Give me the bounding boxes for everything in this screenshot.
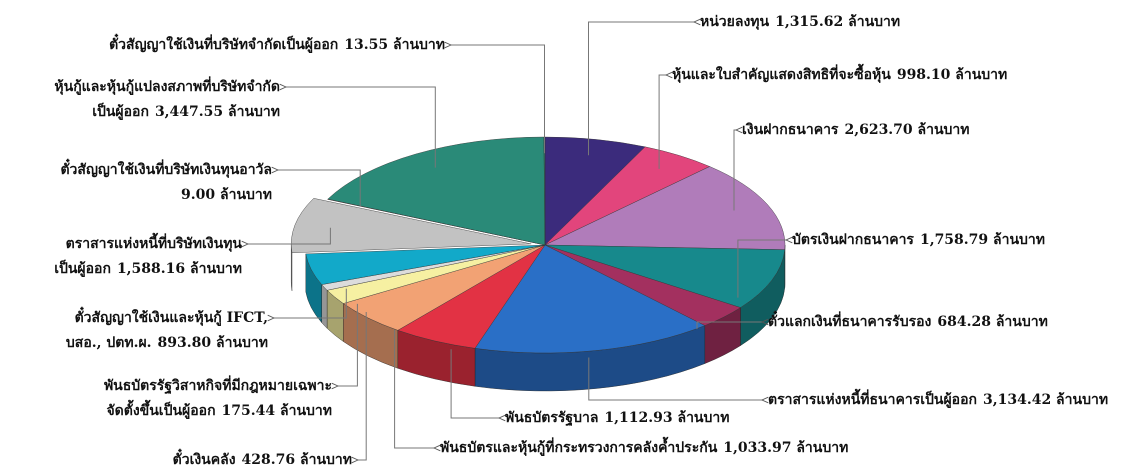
leader-line — [286, 87, 436, 168]
leader-line — [248, 227, 331, 244]
slice-label: พันธบัตรรัฐวิสาหกิจที่มีกฎหมายเฉพาะจัดตั… — [104, 375, 332, 419]
label-line: เป็นผู้ออก — [92, 102, 149, 120]
label-line: ตราสารแห่งหนี้ที่บริษัทเงินทุน — [66, 232, 243, 252]
leader-line — [358, 312, 367, 460]
slice-label: ตั๋วแลกเงินที่ธนาคารรับรอง — [768, 310, 932, 330]
slice — [544, 244, 786, 308]
value-label: 2,623.70 ล้านบาท — [844, 122, 969, 138]
label-line: หน่วยลงทุน — [700, 14, 770, 30]
label-line: เงินฝากธนาคาร — [742, 122, 839, 138]
slice-label: ตราสารแห่งหนี้ที่บริษัทเงินทุนเป็นผู้ออก — [54, 232, 242, 277]
leader-line — [737, 240, 786, 298]
slice-label: เงินฝากธนาคาร — [742, 122, 839, 138]
pie-tops — [291, 136, 786, 354]
leader-line — [658, 75, 666, 169]
slice-label: ตั๋วสัญญาใช้เงินที่บริษัทเงินทุนอาวัล — [60, 158, 272, 178]
slice-label: หน่วยลงทุน — [700, 14, 770, 30]
label-line: ตราสารแห่งหนี้ที่ธนาคารเป็นผู้ออก — [768, 388, 977, 408]
label-line: หุ้นและใบสำคัญแสดงสิทธิที่จะซื้อหุ้น — [672, 63, 891, 83]
leader-line — [338, 303, 358, 386]
label-line: พันธบัตรและหุ้นกู้ที่กระทรวงการคลังค้ำปร… — [440, 436, 718, 456]
leader-line — [278, 170, 361, 207]
slice-label: พันธบัตรรัฐบาล — [505, 410, 598, 427]
value-label: 1,758.79 ล้านบาท — [920, 232, 1045, 248]
leader-line — [588, 22, 695, 156]
leader-line — [588, 357, 762, 401]
slice-label: หุ้นกู้และหุ้นกู้แปลงสภาพที่บริษัทจำกัดเ… — [54, 76, 280, 120]
labels: หน่วยลงทุน 1,315.62 ล้านบาทหุ้นและใบสำคัญ… — [54, 14, 1108, 468]
value-label: 893.80 ล้านบาท — [158, 335, 268, 351]
label-line: ตั๋วสัญญาใช้เงินที่บริษัทจำกัดเป็นผู้ออก — [109, 33, 338, 53]
leader-line — [696, 322, 762, 329]
value-label: 13.55 ล้านบาท — [344, 37, 445, 53]
value-label: 684.28 ล้านบาท — [937, 314, 1047, 330]
label-line: พันธบัตรรัฐบาล — [505, 410, 598, 427]
label-line: บสอ., ปตท.ผ. — [66, 335, 152, 351]
value-label: 1,033.97 ล้านบาท — [723, 440, 848, 456]
label-line: พันธบัตรรัฐวิสาหกิจที่มีกฎหมายเฉพาะ — [104, 375, 332, 395]
value-label: 1,588.16 ล้านบาท — [117, 261, 242, 277]
slice — [305, 244, 546, 285]
leader-line — [733, 130, 736, 211]
slice-label: บัตรเงินฝากธนาคาร — [792, 232, 914, 248]
slice — [327, 136, 546, 246]
slice-label: ตั๋วสัญญาใช้เงินที่บริษัทจำกัดเป็นผู้ออก — [109, 33, 338, 53]
leader-line — [394, 329, 434, 448]
slice — [291, 198, 532, 254]
slice-label: ตราสารแห่งหนี้ที่ธนาคารเป็นผู้ออก — [768, 388, 977, 408]
slice — [474, 244, 706, 354]
slice-label: ตั๋วเงินคลัง — [173, 448, 236, 468]
label-line: ตั๋วสัญญาใช้เงินที่บริษัทเงินทุนอาวัล — [60, 158, 272, 178]
value-label: 175.44 ล้านบาท — [222, 403, 332, 419]
leader-line — [274, 288, 347, 318]
value-label: 9.00 ล้านบาท — [181, 187, 272, 203]
value-label: 1,315.62 ล้านบาท — [775, 14, 900, 30]
label-line: ตั๋วแลกเงินที่ธนาคารรับรอง — [768, 310, 932, 330]
label-line: หุ้นกู้และหุ้นกู้แปลงสภาพที่บริษัทจำกัด — [54, 76, 280, 95]
label-line: ตั๋วเงินคลัง — [173, 448, 236, 468]
slice-label: หุ้นและใบสำคัญแสดงสิทธิที่จะซื้อหุ้น — [672, 63, 891, 83]
value-label: 3,447.55 ล้านบาท — [155, 104, 280, 120]
label-line: จัดตั้งขึ้นเป็นผู้ออก — [106, 399, 215, 419]
label-line: เป็นผู้ออก — [54, 259, 111, 277]
leader-line — [450, 349, 499, 418]
slice — [544, 166, 786, 250]
leader-line — [451, 45, 545, 154]
pie-sides — [290, 243, 786, 392]
value-label: 998.10 ล้านบาท — [897, 67, 1007, 83]
label-line: ตั๋วสัญญาใช้เงินและหุ้นกู้ IFCT, — [75, 306, 268, 326]
value-label: 3,134.42 ล้านบาท — [983, 392, 1108, 408]
value-label: 428.76 ล้านบาท — [242, 452, 352, 468]
value-label: 1,112.93 ล้านบาท — [604, 410, 729, 426]
label-line: บัตรเงินฝากธนาคาร — [792, 232, 914, 248]
slice-label: ตั๋วสัญญาใช้เงินและหุ้นกู้ IFCT, บสอ., ปต… — [66, 306, 268, 351]
slice-label: พันธบัตรและหุ้นกู้ที่กระทรวงการคลังค้ำปร… — [440, 436, 718, 456]
slice-side — [321, 284, 328, 329]
